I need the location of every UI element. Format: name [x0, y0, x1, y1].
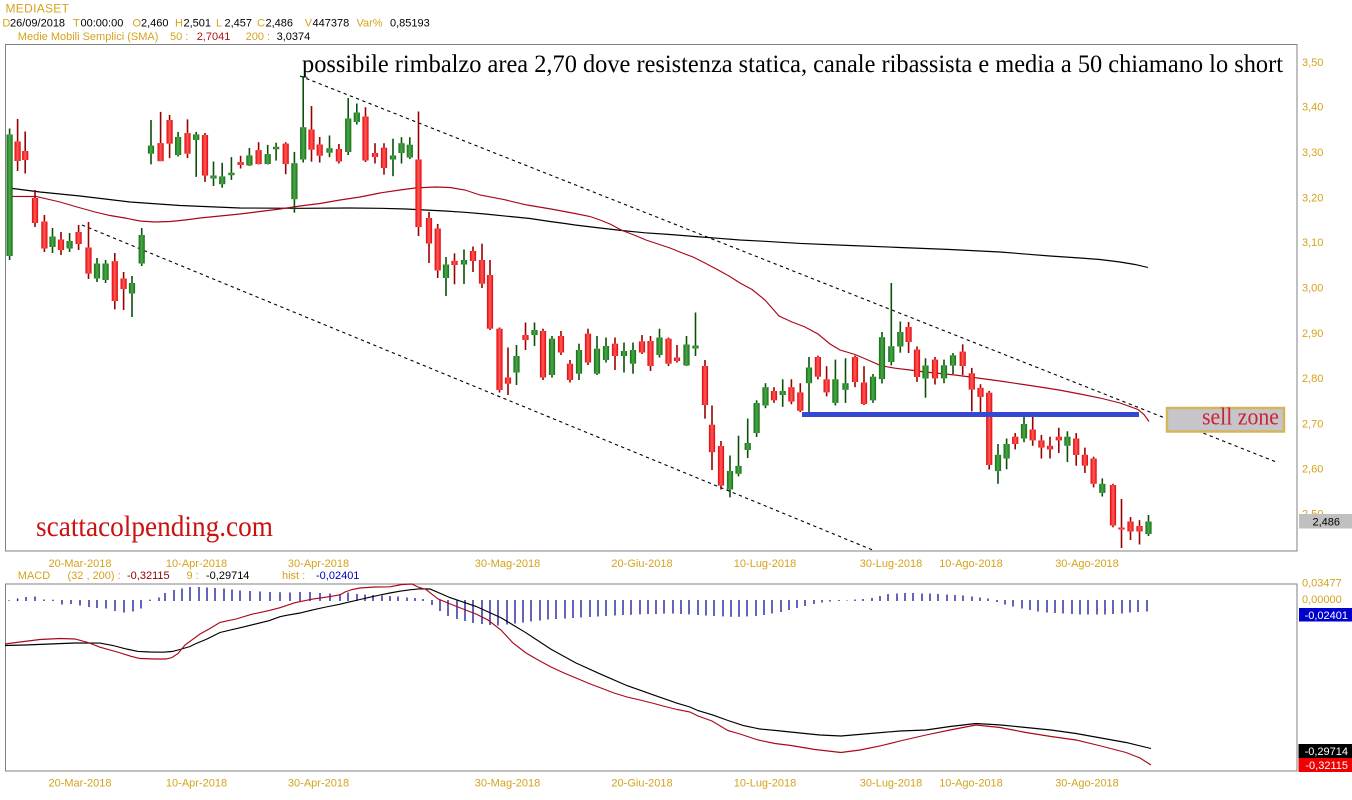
svg-text:-0,32115: -0,32115 [1305, 760, 1348, 772]
svg-text:20-Giu-2018: 20-Giu-2018 [611, 778, 672, 790]
svg-text:200 :: 200 : [246, 31, 270, 43]
svg-text:3,30: 3,30 [1302, 147, 1323, 159]
svg-text:2,501: 2,501 [184, 18, 212, 30]
svg-text:00:00:00: 00:00:00 [81, 18, 124, 30]
svg-text:0,03477: 0,03477 [1302, 578, 1342, 590]
svg-text:50 :: 50 : [170, 31, 188, 43]
svg-text:2,90: 2,90 [1302, 328, 1323, 340]
svg-text:30-Lug-2018: 30-Lug-2018 [860, 558, 922, 570]
svg-text:2,80: 2,80 [1302, 373, 1323, 385]
svg-text:-0,32115: -0,32115 [127, 570, 170, 582]
svg-text:10-Ago-2018: 10-Ago-2018 [939, 778, 1003, 790]
svg-text:3,00: 3,00 [1302, 283, 1323, 295]
svg-text:20-Mar-2018: 20-Mar-2018 [49, 778, 112, 790]
svg-text:3,50: 3,50 [1302, 57, 1323, 69]
svg-text:20-Mar-2018: 20-Mar-2018 [49, 558, 112, 570]
svg-text:3,0374: 3,0374 [277, 31, 311, 43]
svg-text:2,60: 2,60 [1302, 464, 1323, 476]
svg-text:D: D [2, 18, 10, 30]
svg-text:T: T [73, 18, 80, 30]
svg-text:0,85193: 0,85193 [390, 18, 430, 30]
svg-text:possibile rimbalzo area 2,70 d: possibile rimbalzo area 2,70 dove resist… [302, 51, 1283, 78]
svg-text:3,10: 3,10 [1302, 237, 1323, 249]
svg-text:2,457: 2,457 [225, 18, 253, 30]
svg-text:10-Apr-2018: 10-Apr-2018 [166, 558, 227, 570]
svg-text:H: H [175, 18, 183, 30]
svg-text:10-Ago-2018: 10-Ago-2018 [939, 558, 1003, 570]
svg-text:L: L [216, 18, 222, 30]
svg-text:MACD: MACD [18, 570, 50, 582]
svg-text:10-Apr-2018: 10-Apr-2018 [166, 778, 227, 790]
svg-text:30-Apr-2018: 30-Apr-2018 [288, 778, 349, 790]
svg-text:30-Ago-2018: 30-Ago-2018 [1055, 778, 1119, 790]
svg-text:sell zone: sell zone [1202, 405, 1279, 431]
svg-text:2,486: 2,486 [1312, 517, 1340, 529]
svg-text:2,7041: 2,7041 [197, 31, 231, 43]
svg-text:hist :: hist : [282, 570, 305, 582]
svg-text:30-Lug-2018: 30-Lug-2018 [860, 778, 922, 790]
svg-text:-0,02401: -0,02401 [316, 570, 359, 582]
svg-text:10-Lug-2018: 10-Lug-2018 [734, 558, 796, 570]
svg-text:30-Apr-2018: 30-Apr-2018 [288, 558, 349, 570]
svg-text:3,20: 3,20 [1302, 193, 1323, 205]
svg-text:scattacolpending.com: scattacolpending.com [36, 510, 273, 543]
svg-text:Var%: Var% [357, 18, 383, 30]
svg-text:30-Ago-2018: 30-Ago-2018 [1055, 558, 1119, 570]
svg-text:MEDIASET: MEDIASET [6, 2, 70, 16]
svg-text:30-Mag-2018: 30-Mag-2018 [475, 558, 540, 570]
svg-text:10-Lug-2018: 10-Lug-2018 [734, 778, 796, 790]
svg-text:20-Giu-2018: 20-Giu-2018 [611, 558, 672, 570]
svg-text:0,00000: 0,00000 [1302, 594, 1342, 606]
svg-text:(32 , 200) :: (32 , 200) : [68, 570, 121, 582]
svg-text:447378: 447378 [313, 18, 350, 30]
svg-text:2,460: 2,460 [141, 18, 169, 30]
svg-text:3,40: 3,40 [1302, 102, 1323, 114]
svg-text:-0,29714: -0,29714 [206, 570, 249, 582]
svg-text:-0,29714: -0,29714 [1305, 746, 1348, 758]
svg-text:30-Mag-2018: 30-Mag-2018 [475, 778, 540, 790]
svg-text:2,486: 2,486 [266, 18, 294, 30]
svg-text:9 :: 9 : [187, 570, 199, 582]
svg-text:Medie Mobili Semplici (SMA): Medie Mobili Semplici (SMA) [18, 31, 159, 43]
svg-text:-0,02401: -0,02401 [1305, 610, 1348, 622]
svg-text:2,70: 2,70 [1302, 418, 1323, 430]
svg-text:26/09/2018: 26/09/2018 [10, 18, 65, 30]
svg-text:C: C [257, 18, 265, 30]
svg-text:O: O [133, 18, 142, 30]
svg-text:V: V [305, 18, 313, 30]
